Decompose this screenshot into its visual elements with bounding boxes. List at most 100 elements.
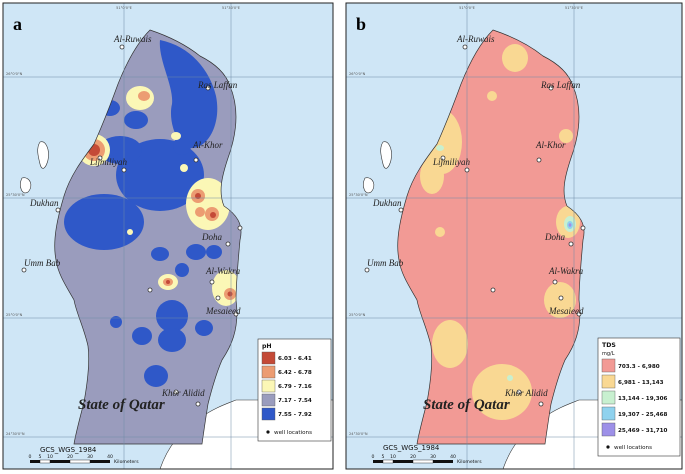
scale-a-0: 0 xyxy=(29,454,32,460)
legend-a-title: pH xyxy=(262,343,272,350)
place-khor-b: Al-Khor xyxy=(535,140,566,150)
zone-high-blob-2 xyxy=(173,137,191,155)
lat-tick-b-2: 25°30'0"N xyxy=(349,193,368,197)
frame-b xyxy=(345,2,683,470)
zone-high-south-6 xyxy=(110,316,122,328)
graticule-b xyxy=(346,3,682,469)
lat-tick-b-1: 26°0'0"N xyxy=(349,72,366,76)
panel-letter-b: b xyxy=(356,14,366,34)
legend-a-swatch-4 xyxy=(261,393,276,407)
legend-a-label-4: 7.17 - 7.54 xyxy=(278,398,312,404)
crs-label-a: GCS_WGS_1984 xyxy=(40,446,97,454)
zone-high-blob-4 xyxy=(206,245,222,259)
scale-a-10: 10 xyxy=(47,454,53,460)
zone-lowest-south xyxy=(166,280,170,284)
scale-a-20: 20 xyxy=(67,454,73,460)
place-dukhan-b: Dukhan xyxy=(372,198,402,208)
place-lijmiliyah-a: Lijmiliyah xyxy=(89,157,128,167)
lon-tick-b-1: 51°0'0"E xyxy=(459,6,476,10)
lon-tick-a-1: 51°0'0"E xyxy=(116,6,133,10)
zone-high-south-2 xyxy=(158,328,186,352)
lon-tick-a-2: 51°30'0"E xyxy=(222,6,241,10)
zone-mid-sm-2 xyxy=(127,229,133,235)
zone-high-south xyxy=(156,300,188,332)
legend-b-label-2: 6,981 - 13,143 xyxy=(618,380,664,386)
legend-b-swatch-4 xyxy=(601,406,616,421)
place-khoralidid-a: Khor Alidid xyxy=(161,388,205,398)
graticule-a xyxy=(3,3,333,469)
zone-low-east-3 xyxy=(195,207,205,217)
legend-b-label-1: 703.3 - 6,980 xyxy=(618,364,660,370)
place-ruwais-a: Al-Ruwais xyxy=(113,34,152,44)
place-mesaieed-b: Mesaieed xyxy=(548,306,584,316)
lat-tick-a-4: 24°30'0"N xyxy=(6,432,25,436)
place-dukhan-a: Dukhan xyxy=(29,198,59,208)
zone-mid-sm-3 xyxy=(180,164,188,172)
legend-b-label-3: 13,144 - 19,306 xyxy=(618,396,667,402)
zone-high-blob-1 xyxy=(124,111,148,129)
scale-b-5: 5 xyxy=(382,454,385,460)
tds-zone-lij-core xyxy=(436,145,444,151)
legend-b-swatch-2 xyxy=(601,374,616,389)
scale-a-unit: Kilometers xyxy=(114,459,139,465)
lon-tick-b-2: 51°30'0"E xyxy=(565,6,584,10)
zone-high-center-2 xyxy=(98,136,142,164)
wells-a xyxy=(21,44,243,407)
scale-b-0: 0 xyxy=(372,454,375,460)
legend-b-subtitle: mg/L xyxy=(602,351,615,357)
legend-b-swatch-5 xyxy=(601,422,616,437)
place-ummbab-a: Umm Bab xyxy=(24,258,61,268)
panel-a: 51°0'0"E 51°30'0"E 26°0'0"N 25°30'0"N 25… xyxy=(3,3,333,469)
zone-high-blob-3 xyxy=(186,244,206,260)
lat-tick-b-4: 24°30'0"N xyxy=(349,432,368,436)
island-a-2 xyxy=(20,177,32,194)
scale-b-40: 40 xyxy=(450,454,456,460)
zone-lowest-east-2 xyxy=(210,212,216,218)
scalebar-b: 0 5 10 20 30 40 Kilometers xyxy=(372,454,483,465)
wells-b xyxy=(364,44,586,407)
tds-zone-north xyxy=(487,91,497,101)
zone-high-west xyxy=(64,194,144,250)
legend-a-label-1: 6.03 - 6.41 xyxy=(278,356,312,362)
zone-lowest-wakra xyxy=(227,291,233,297)
place-doha-b: Doha xyxy=(544,232,565,242)
tds-zone-west xyxy=(435,227,445,237)
legend-a-swatch-2 xyxy=(261,365,276,379)
legend-a-well-label: well locations xyxy=(274,430,312,436)
place-wakra-a: Al-Wakra xyxy=(205,266,241,276)
place-ruwais-b: Al-Ruwais xyxy=(456,34,495,44)
tds-zone-south-core xyxy=(507,375,513,381)
lat-tick-b-3: 25°0'0"N xyxy=(349,313,366,317)
lat-tick-a-1: 26°0'0"N xyxy=(6,72,23,76)
place-laffan-b: Ras Laffan xyxy=(540,80,581,90)
legend-a-label-3: 6.79 - 7.16 xyxy=(278,384,312,390)
zone-high-blob-5 xyxy=(151,247,169,261)
tds-zone-south xyxy=(472,364,532,420)
legend-b-label-4: 19,307 - 25,468 xyxy=(618,412,667,418)
legend-a-label-5: 7.55 - 7.92 xyxy=(278,412,312,418)
legend-b-well-dot xyxy=(606,445,610,449)
place-doha-a: Doha xyxy=(201,232,222,242)
place-mesaieed-a: Mesaieed xyxy=(205,306,241,316)
tds-zone-khor xyxy=(559,129,573,143)
legend-b-well-label: well locations xyxy=(614,445,652,451)
scale-b-30: 30 xyxy=(430,454,436,460)
panel-letter-a: a xyxy=(13,14,22,34)
frame-a xyxy=(2,2,334,470)
legend-b-swatch-1 xyxy=(601,358,616,373)
zone-high-south-5 xyxy=(144,365,168,387)
crs-label-b: GCS_WGS_1984 xyxy=(383,444,440,452)
island-b-2 xyxy=(363,177,375,194)
legend-b-label-5: 25,469 - 31,710 xyxy=(618,428,667,434)
legend-a-well-dot xyxy=(266,430,270,434)
scale-a-40: 40 xyxy=(107,454,113,460)
scale-b-10: 10 xyxy=(390,454,396,460)
zone-mid-sm-1 xyxy=(171,132,181,140)
zone-lowest-east-1 xyxy=(195,193,201,199)
zone-low-north xyxy=(138,91,150,101)
legend-a-swatch-1 xyxy=(261,351,276,365)
legend-a-label-2: 6.42 - 6.78 xyxy=(278,370,312,376)
country-label-b: State of Qatar xyxy=(423,397,510,413)
